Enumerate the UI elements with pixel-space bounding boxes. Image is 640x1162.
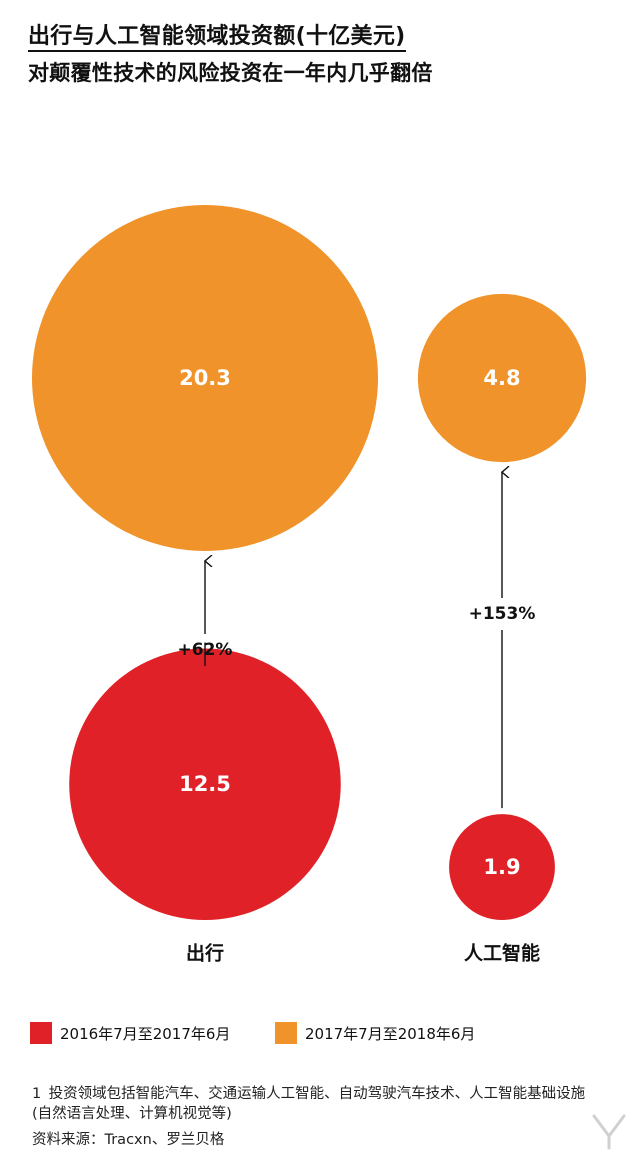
- chart-subtitle: 对颠覆性技术的风险投资在一年内几乎翻倍: [28, 61, 433, 85]
- growth-label: +62%: [178, 640, 233, 660]
- legend-swatch-red: [30, 1022, 52, 1044]
- legend-item-series-1: 2016年7月至2017年6月: [30, 1022, 230, 1044]
- chart-title: 出行与人工智能领域投资额(十亿美元): [28, 22, 406, 52]
- value-label: 1.9: [483, 855, 520, 879]
- value-label: 20.3: [179, 366, 231, 390]
- category-label: 出行: [186, 942, 224, 965]
- legend-swatch-orange: [275, 1022, 297, 1044]
- value-label: 12.5: [179, 772, 231, 796]
- legend-label: 2016年7月至2017年6月: [60, 1024, 231, 1043]
- category-label: 人工智能: [464, 942, 540, 965]
- source-note: 资料来源：Tracxn、罗兰贝格: [32, 1132, 225, 1148]
- bubble-ai-2016-2017: [449, 814, 555, 920]
- legend: 2016年7月至2017年6月 2017年7月至2018年6月: [30, 1022, 630, 1050]
- value-label: 4.8: [483, 366, 520, 390]
- footnote-text: 投资领域包括智能汽车、交通运输人工智能、自动驾驶汽车技术、人工智能基础设施(自然…: [32, 1086, 586, 1122]
- bubble-chart: 20.3 12.5 +62% 出行 4.8 1.9 +153% 人工智能: [32, 205, 587, 965]
- footnote: 1 投资领域包括智能汽车、交通运输人工智能、自动驾驶汽车技术、人工智能基础设施(…: [32, 1084, 602, 1124]
- yiou-logo-icon: [592, 1114, 626, 1150]
- bubble-mobility-2016-2017: [69, 648, 341, 920]
- footnote-marker: 1: [32, 1086, 42, 1102]
- legend-item-series-2: 2017年7月至2018年6月: [275, 1022, 475, 1044]
- legend-label: 2017年7月至2018年6月: [305, 1024, 476, 1043]
- growth-label: +153%: [469, 604, 536, 624]
- bubble-ai-2017-2018: [417, 293, 587, 463]
- bubble-mobility-2017-2018: [32, 205, 378, 551]
